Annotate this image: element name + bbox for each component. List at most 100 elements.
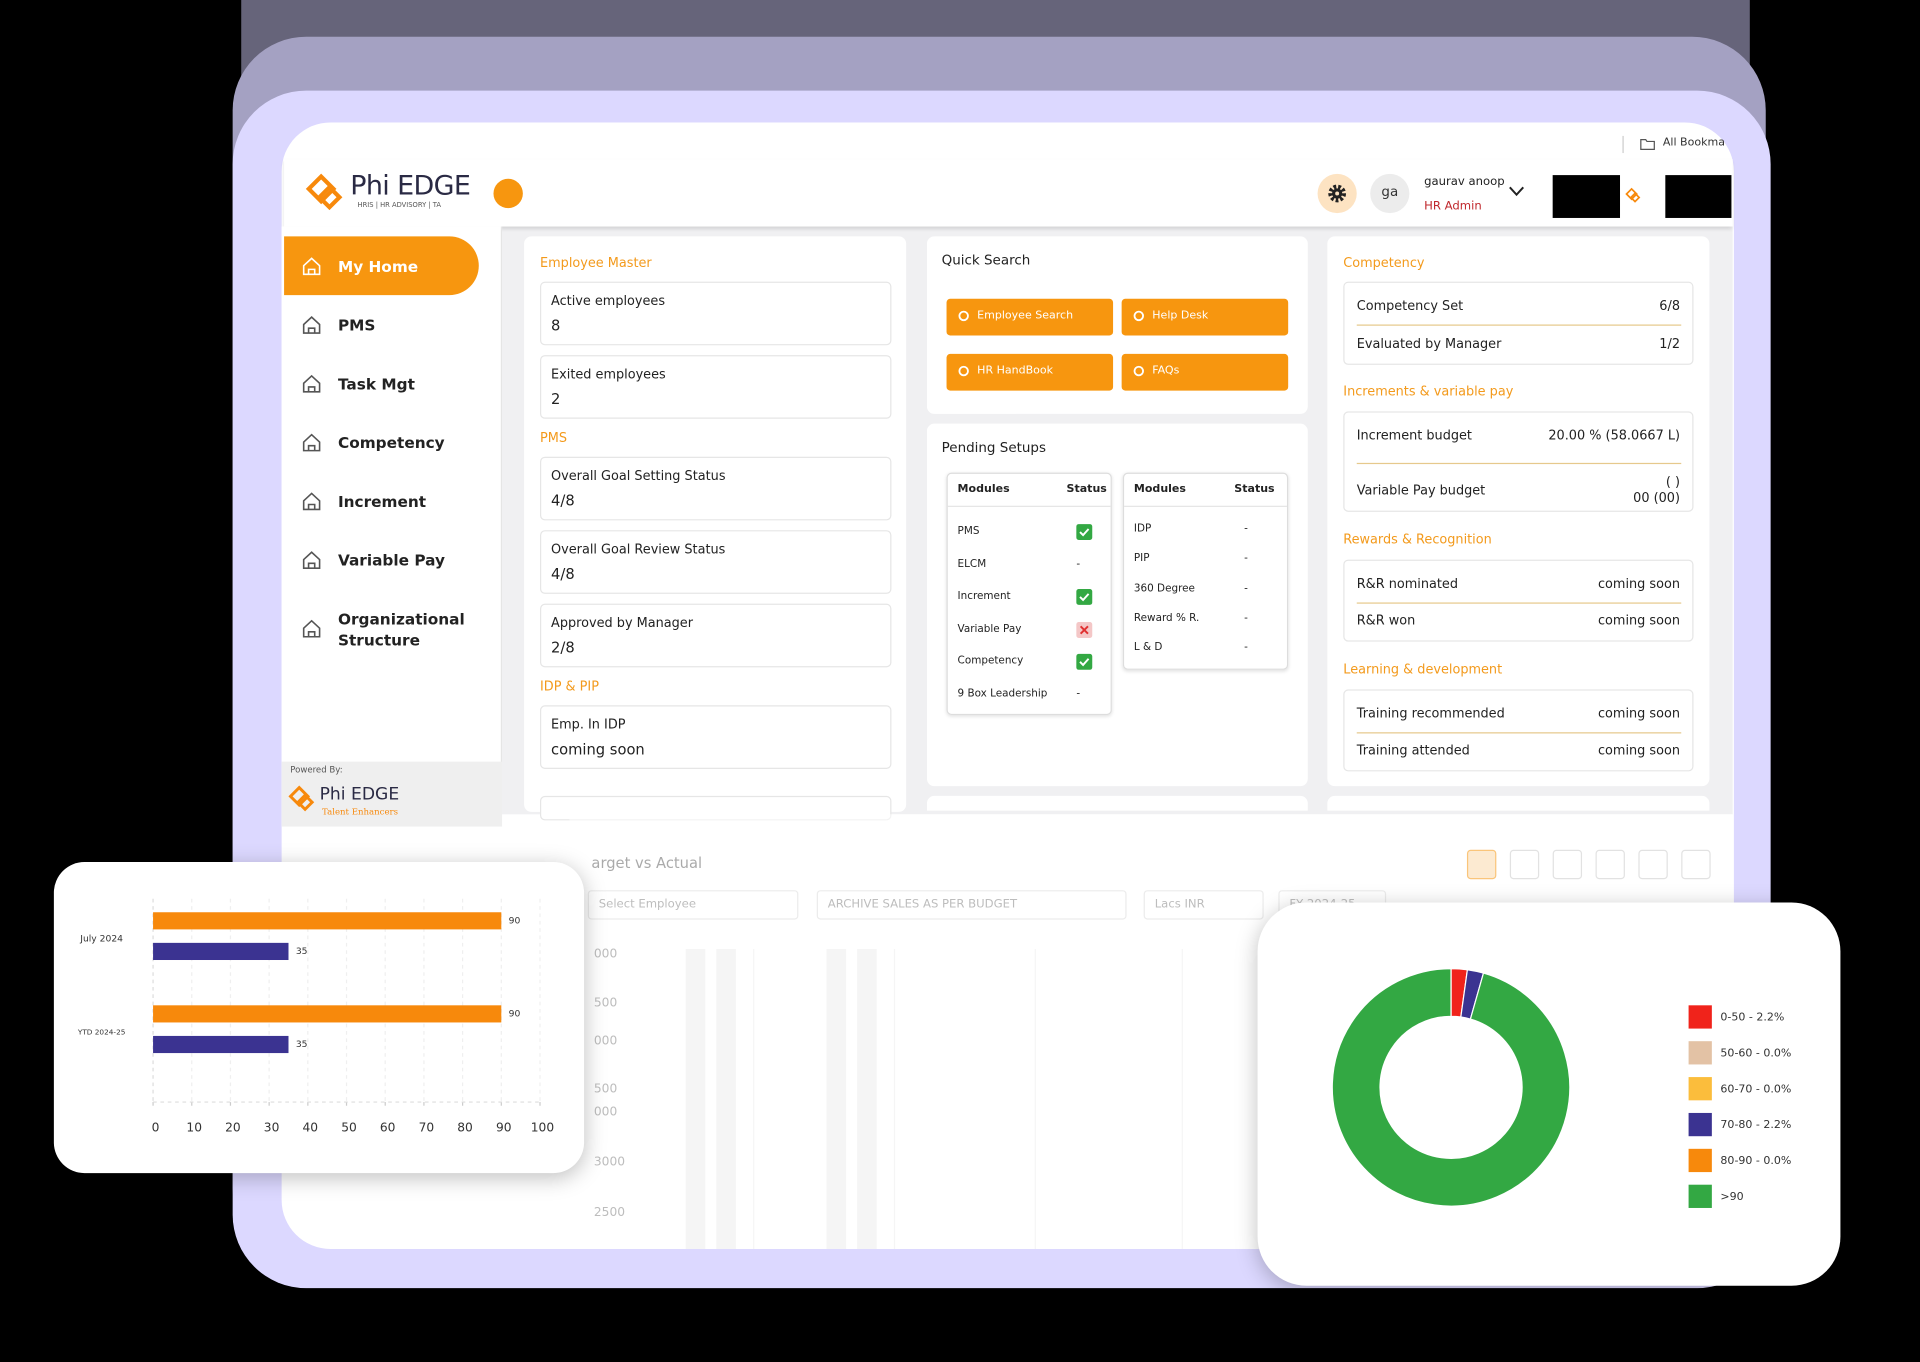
module-status: - (1244, 641, 1248, 655)
filter-dropdown[interactable]: ARCHIVE SALES AS PER BUDGET (816, 890, 1127, 920)
module-name: IDP (1133, 522, 1152, 536)
y-tick-label: 000 (593, 1034, 618, 1049)
y-tick-label: 000 (593, 1105, 618, 1120)
row-value: 6/8 (1659, 298, 1681, 314)
chart-tool-button[interactable] (1552, 849, 1583, 880)
sidebar-icon-shape (302, 433, 321, 452)
sidebar-icon (302, 492, 321, 511)
section-title: Rewards & Recognition (1343, 532, 1492, 548)
section-title: PMS (540, 431, 568, 446)
pending-setups-panel (926, 423, 1308, 787)
module-name: PMS (957, 525, 980, 538)
sidebar-item[interactable]: Competency (337, 433, 445, 452)
chart-tool-button[interactable] (1466, 849, 1497, 880)
module-name: Variable Pay (957, 623, 1022, 636)
row-value: 1/2 (1659, 336, 1681, 352)
status-check (1076, 524, 1093, 541)
sidebar-icon-shape (302, 619, 321, 638)
sidebar-item[interactable]: My Home (337, 257, 419, 276)
sidebar-item[interactable]: Variable Pay (337, 551, 445, 570)
row-value: 00 (00) (1633, 491, 1681, 506)
status-icon (1079, 625, 1089, 635)
summary-card[interactable]: Overall Goal Setting Status 4/8 (540, 456, 892, 521)
card-label: Active employees (551, 293, 666, 309)
status-icon (1079, 658, 1090, 667)
legend-swatch (1688, 1005, 1712, 1029)
filter-dropdown[interactable]: Lacs INR (1143, 890, 1264, 920)
data-label: 35 (296, 946, 308, 957)
bar-chart-card: 0 10 20 30 40 50 60 70 80 90 100 July 2024 90 35 YTD 2… (53, 862, 585, 1174)
sidebar-item[interactable]: PMS (337, 315, 376, 335)
row-divider (1356, 324, 1682, 326)
faded-bar (716, 948, 736, 1249)
panel-partial (926, 795, 1308, 811)
row-label: R&R won (1356, 613, 1416, 629)
row-value: coming soon (1597, 613, 1681, 629)
quick-search-button[interactable]: FAQs (1121, 353, 1289, 391)
table-header: Status (1066, 483, 1107, 496)
panel-title: Pending Setups (941, 439, 1046, 456)
table-header: Status (1234, 483, 1275, 496)
sidebar-item[interactable]: Increment (337, 492, 427, 511)
status-icon-shape (1079, 528, 1090, 537)
sidebar-item[interactable]: Organizational Structure (337, 609, 465, 649)
bookmarks[interactable]: All Bookma (1662, 137, 1725, 150)
quick-search-button[interactable]: Employee Search (946, 298, 1114, 336)
status-icon-shape (1079, 625, 1089, 635)
sidebar-item[interactable]: Task Mgt (337, 374, 415, 394)
user-name[interactable]: gaurav anoop (1424, 175, 1505, 189)
chart-tool-button[interactable] (1509, 849, 1540, 880)
card-label: Approved by Manager (551, 615, 694, 631)
x-tick-label: 80 (457, 1120, 473, 1134)
x-tick-label: 70 (419, 1120, 435, 1134)
y-tick-label: July 2024 (79, 934, 123, 945)
avatar[interactable]: ga (1370, 173, 1410, 214)
setup-table: Modules Status IDP - PIP - 360 Degree - Reward %… (1122, 472, 1289, 670)
chart-tool-button[interactable] (1681, 849, 1711, 880)
summary-card[interactable]: Approved by Manager 2/8 (540, 603, 892, 668)
row-label: Competency Set (1356, 298, 1464, 314)
button-icon (958, 310, 969, 322)
y-tick-label: 500 (593, 1082, 618, 1096)
header-divider (1124, 505, 1287, 507)
row-divider (1356, 462, 1682, 465)
chart-tool-button[interactable] (1595, 849, 1625, 880)
chart-tool-button[interactable] (1638, 849, 1668, 880)
y-tick-label: YTD 2024-25 (77, 1027, 126, 1036)
legend-label: >90 (1720, 1190, 1743, 1203)
summary-card[interactable]: Overall Goal Review Status 4/8 (540, 530, 892, 594)
menu-toggle[interactable] (493, 178, 523, 209)
x-tick-label: 10 (186, 1120, 202, 1134)
row-value: 20.00 % (58.0667 L) (1548, 428, 1681, 444)
y-tick-label: 500 (593, 996, 618, 1011)
section-title: Employee Master (540, 255, 652, 271)
sidebar-icon (302, 619, 321, 638)
chevron (1509, 186, 1525, 197)
module-status: - (1244, 552, 1248, 565)
button-label: FAQs (1152, 364, 1180, 378)
footer-logo: Phi EDGE (319, 784, 400, 805)
quick-search-button[interactable]: Help Desk (1121, 298, 1289, 336)
summary-card[interactable]: Emp. In IDP coming soon (540, 705, 892, 769)
summary-card[interactable]: Active employees 8 (540, 281, 892, 346)
module-name: Competency (957, 655, 1024, 668)
button-label: Help Desk (1152, 309, 1209, 323)
home-pill[interactable] (284, 236, 479, 296)
bar (153, 1005, 502, 1023)
filter-label: Lacs INR (1154, 897, 1205, 912)
button-icon (958, 365, 969, 377)
sidebar-icon (302, 316, 321, 334)
module-status: - (1244, 582, 1248, 595)
faded-bar (857, 948, 877, 1249)
row-label: Training attended (1356, 743, 1470, 758)
module-name: Increment (957, 590, 1011, 603)
filter-dropdown[interactable]: Select Employee (587, 890, 799, 920)
grid-line (1034, 948, 1036, 1249)
summary-card[interactable]: Exited employees 2 (540, 355, 892, 419)
quick-search-button[interactable]: HR HandBook (946, 353, 1114, 391)
section-title: Competency (1343, 255, 1425, 271)
powered-by: Powered By: (290, 765, 343, 776)
card-value: 4/8 (551, 565, 575, 583)
chart: 0-50 - 2.2% 50-60 - 0.0% 60-70 - 0.0% 70-80… (1331, 967, 1791, 1208)
legend-label: 60-70 - 0.0% (1720, 1082, 1791, 1095)
